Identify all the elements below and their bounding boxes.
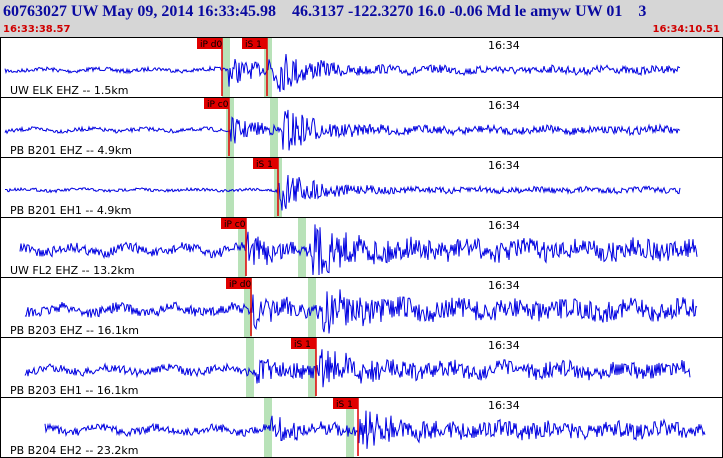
- pick-window: [346, 398, 354, 457]
- pick-flag: [226, 278, 251, 289]
- pick-label: iP c0: [224, 220, 246, 230]
- pick-label: iS 1: [245, 40, 262, 50]
- channel-label: PB B204 EH2 -- 23.2km: [10, 444, 138, 457]
- pick-window: [226, 98, 234, 157]
- pick-flag: [242, 38, 267, 49]
- pick-window: [244, 278, 252, 337]
- pick-flag: [291, 338, 316, 349]
- header-bar: [0, 0, 723, 37]
- pick-label: iS 1: [336, 400, 353, 410]
- channel-label: UW ELK EHZ -- 1.5km: [10, 84, 128, 97]
- channel-label: PB B201 EHZ -- 4.9km: [10, 144, 132, 157]
- pick-label: iP c0: [207, 100, 229, 110]
- pick-window: [238, 218, 246, 277]
- waveform: [24, 289, 698, 334]
- pick-label: iP d0: [229, 280, 252, 290]
- pick-window: [222, 38, 230, 97]
- time-label: 16:34: [488, 219, 520, 232]
- pick-window: [226, 158, 234, 217]
- time-label: 16:34: [488, 99, 520, 112]
- pick-flag: [204, 98, 229, 109]
- waveform: [24, 349, 691, 388]
- pick-window: [308, 338, 316, 397]
- pick-window: [246, 338, 254, 397]
- pick-label: iS 1: [294, 340, 311, 350]
- pick-flag: [253, 158, 278, 169]
- pick-label: iS 1: [256, 160, 273, 170]
- waveform: [4, 54, 681, 92]
- pick-label: iP d0: [200, 40, 223, 50]
- pick-flag: [333, 398, 358, 409]
- event-title: 60763027 UW May 09, 2014 16:33:45.98 46.…: [3, 3, 646, 20]
- waveform: [44, 410, 706, 449]
- waveform: [19, 224, 698, 276]
- channel-label: PB B203 EH1 -- 16.1km: [10, 384, 138, 397]
- time-label: 16:34: [488, 159, 520, 172]
- time-label: 16:34: [488, 399, 520, 412]
- end-time: 16:34:10.51: [653, 24, 721, 35]
- start-time: 16:33:38.57: [3, 24, 71, 35]
- channel-label: PB B203 EHZ -- 16.1km: [10, 324, 139, 337]
- time-label: 16:34: [488, 339, 520, 352]
- time-label: 16:34: [488, 279, 520, 292]
- pick-flag: [197, 38, 222, 49]
- pick-flag: [221, 218, 246, 229]
- time-label: 16:34: [488, 39, 520, 52]
- channel-label: UW FL2 EHZ -- 13.2km: [10, 264, 135, 277]
- channel-label: PB B201 EH1 -- 4.9km: [10, 204, 131, 217]
- waveform: [5, 174, 681, 211]
- waveform: [4, 109, 681, 151]
